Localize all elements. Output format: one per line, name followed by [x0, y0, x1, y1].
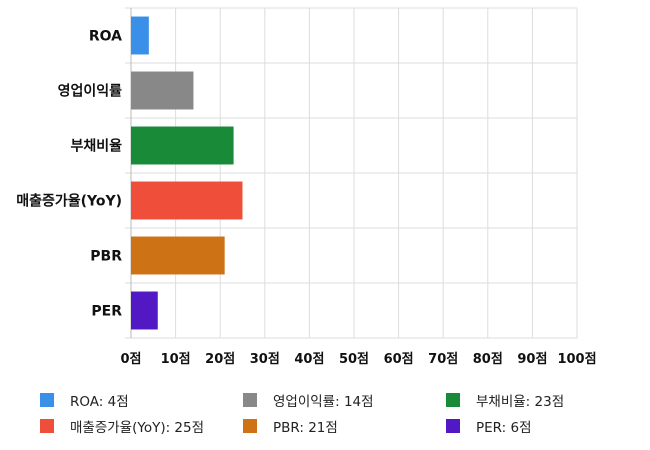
y-tick-label: 부채비율	[70, 138, 122, 155]
legend-item: 부채비율: 23점	[446, 390, 636, 410]
x-tick-label: 90점	[517, 352, 547, 367]
x-tick-label: 50점	[339, 352, 369, 367]
legend-item: 영업이익률: 14점	[243, 390, 446, 410]
legend-swatch	[40, 419, 54, 433]
y-tick-label: PBR	[90, 249, 122, 265]
legend-item: PER: 6점	[446, 416, 636, 436]
legend-item: ROA: 4점	[40, 390, 243, 410]
bar-3	[131, 126, 234, 165]
x-tick-label: 10점	[161, 352, 191, 367]
x-tick-label: 20점	[205, 352, 235, 367]
x-tick-label: 80점	[473, 352, 503, 367]
legend-swatch	[446, 419, 460, 433]
bar-5	[131, 236, 225, 275]
y-tick-label: ROA	[89, 29, 122, 45]
legend-swatch	[243, 393, 257, 407]
legend-label: PBR: 21점	[273, 420, 338, 436]
x-tick-label: 60점	[384, 352, 414, 367]
y-tick-label: 영업이익률	[58, 83, 123, 100]
bar-4	[131, 181, 243, 220]
grid-lines	[125, 7, 578, 339]
bars	[131, 16, 243, 330]
bar-1	[131, 16, 149, 55]
y-tick-label: 매출증가율(YoY)	[16, 193, 122, 210]
x-tick-label: 40점	[294, 352, 324, 367]
x-tick-label: 0점	[120, 352, 141, 367]
x-tick-label: 30점	[250, 352, 280, 367]
x-tick-labels: 0점 10점 20점 30점 40점 50점 60점 70점 80점 90점 100점	[120, 352, 596, 367]
legend-label: 매출증가율(YoY): 25점	[70, 420, 205, 436]
legend-label: ROA: 4점	[70, 394, 129, 410]
x-tick-label: 70점	[428, 352, 458, 367]
legend-item: 매출증가율(YoY): 25점	[40, 416, 243, 436]
x-tick-label: 100점	[557, 352, 596, 367]
legend-label: 부채비율: 23점	[476, 394, 565, 410]
bar-6	[131, 291, 158, 330]
bar-2	[131, 71, 194, 110]
legend-swatch	[446, 393, 460, 407]
legend-label: PER: 6점	[476, 420, 532, 436]
legend-swatch	[243, 419, 257, 433]
legend-label: 영업이익률: 14점	[273, 394, 374, 410]
legend-item: PBR: 21점	[243, 416, 446, 436]
y-tick-label: PER	[91, 304, 122, 320]
legend-swatch	[40, 393, 54, 407]
